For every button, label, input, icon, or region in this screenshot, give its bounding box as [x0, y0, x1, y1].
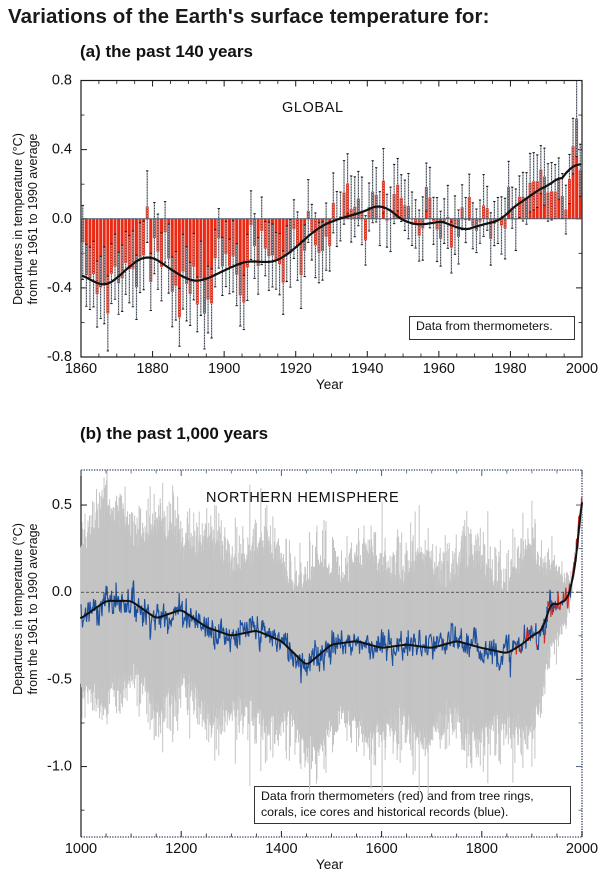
svg-text:-1.0: -1.0 [47, 759, 72, 775]
svg-text:1880: 1880 [136, 361, 168, 377]
svg-text:1000: 1000 [65, 841, 97, 857]
svg-text:2000: 2000 [566, 361, 598, 377]
svg-text:1200: 1200 [165, 841, 197, 857]
svg-text:0.0: 0.0 [52, 584, 72, 600]
svg-text:1400: 1400 [265, 841, 297, 857]
svg-text:1860: 1860 [65, 361, 97, 377]
svg-text:1960: 1960 [423, 361, 455, 377]
svg-text:0.8: 0.8 [52, 73, 72, 89]
svg-text:0.5: 0.5 [52, 497, 72, 513]
svg-text:1940: 1940 [351, 361, 383, 377]
svg-text:0.0: 0.0 [52, 211, 72, 227]
svg-text:1600: 1600 [365, 841, 397, 857]
svg-text:0.4: 0.4 [52, 142, 72, 158]
svg-text:-0.5: -0.5 [47, 671, 72, 687]
svg-text:1920: 1920 [280, 361, 312, 377]
svg-text:1980: 1980 [494, 361, 526, 377]
svg-text:2000: 2000 [566, 841, 598, 857]
svg-text:-0.4: -0.4 [47, 280, 72, 296]
svg-text:1800: 1800 [466, 841, 498, 857]
svg-text:1900: 1900 [208, 361, 240, 377]
